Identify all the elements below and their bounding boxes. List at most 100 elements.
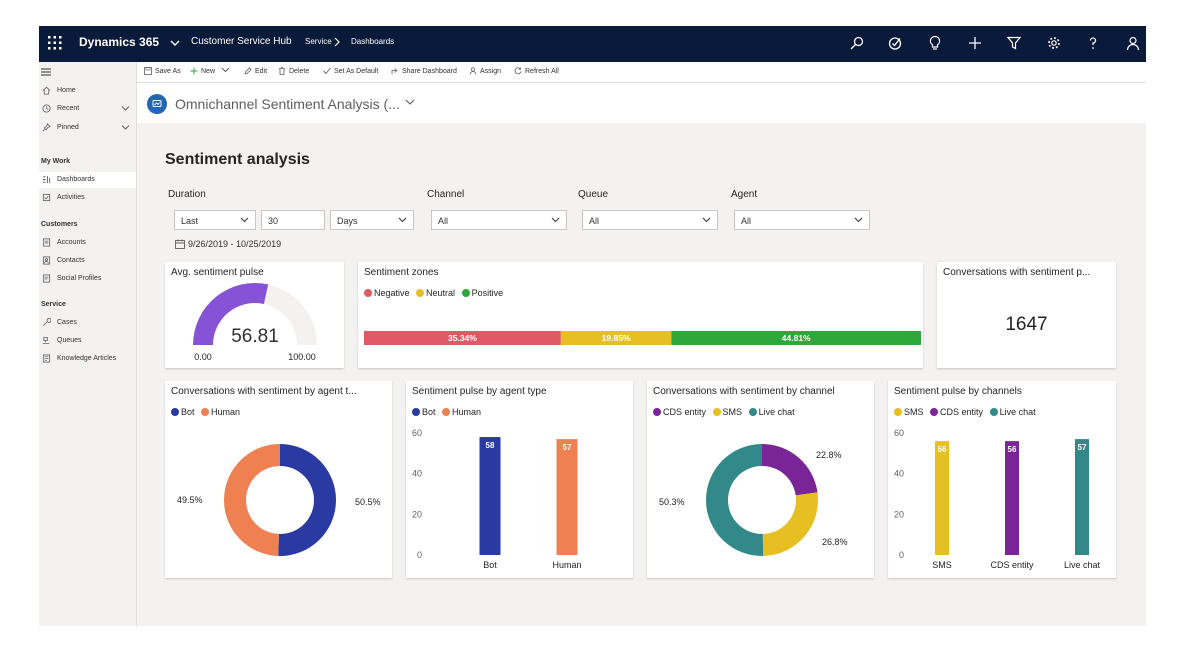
bar-segment-neutral[interactable] — [560, 331, 672, 345]
gear-icon[interactable] — [1046, 35, 1062, 51]
breadcrumb-dashboards[interactable]: Dashboards — [351, 37, 395, 46]
task-flow-icon[interactable] — [887, 35, 903, 51]
sitemap-item-recent[interactable]: Recent — [39, 101, 136, 117]
donut-chart: 22.8% 26.8% 50.3% — [659, 444, 848, 556]
bar-segment-positive[interactable] — [671, 331, 921, 345]
legend-item-positive: Positive — [461, 288, 504, 298]
pulse-by-agent-type-card[interactable]: Sentiment pulse by agent type Bot Human … — [406, 381, 633, 578]
chevron-down-icon[interactable] — [121, 105, 130, 112]
app-launcher-icon[interactable] — [47, 35, 63, 51]
bar-human[interactable] — [556, 439, 578, 555]
edit-button[interactable]: Edit — [244, 67, 267, 75]
app-switcher-chevron-icon[interactable] — [169, 37, 181, 49]
x-tick-label: SMS — [932, 560, 952, 570]
plus-icon[interactable] — [967, 35, 983, 51]
save-as-label: Save As — [155, 68, 181, 75]
duration-value-input[interactable]: 30 — [261, 210, 325, 230]
stacked-bar-segments: 35.34% 19.85% 44.81% — [364, 331, 921, 345]
data-label-sms: 56 — [938, 445, 947, 454]
refresh-all-button[interactable]: Refresh All — [514, 67, 559, 75]
sitemap-item-home[interactable]: Home — [39, 83, 136, 99]
legend-dot — [416, 289, 425, 297]
share-dashboard-label: Share Dashboard — [402, 68, 457, 75]
legend-label: Bot — [181, 407, 195, 417]
filter-icon[interactable] — [1006, 35, 1022, 51]
bar-sms[interactable] — [935, 441, 949, 555]
data-label-live-chat: 57 — [1078, 443, 1087, 452]
lightbulb-icon[interactable] — [927, 35, 943, 51]
assign-label: Assign — [480, 68, 502, 75]
donut-slice-cds-entity[interactable] — [762, 444, 818, 496]
search-icon[interactable] — [849, 35, 865, 51]
user-profile-icon[interactable] — [1125, 35, 1141, 51]
channel-dropdown[interactable]: All — [431, 210, 567, 230]
chevron-down-icon[interactable] — [221, 67, 230, 73]
stacked-bar-chart: 35.34% 19.85% 44.81% — [364, 331, 921, 345]
duration-label: Duration — [168, 189, 206, 200]
duration-unit-dropdown[interactable]: Days — [330, 210, 414, 230]
conversations-by-channel-card[interactable]: Conversations with sentiment by channel … — [647, 381, 874, 578]
sitemap-item-label: Pinned — [57, 124, 79, 131]
avg-sentiment-pulse-card[interactable]: Avg. sentiment pulse 56.81 0.00 100.00 — [165, 262, 344, 368]
donut-slice-sms[interactable] — [762, 492, 818, 556]
legend-label: Human — [211, 407, 241, 417]
product-name[interactable]: Dynamics 365 — [79, 35, 160, 49]
queue-dropdown[interactable]: All — [582, 210, 718, 230]
legend-label: Human — [452, 407, 482, 417]
sitemap-item-label: Accounts — [57, 239, 86, 246]
legend-item-cds-entity: CDS entity — [930, 407, 983, 417]
delete-button[interactable]: Delete — [278, 67, 309, 75]
chevron-down-icon — [551, 217, 560, 223]
legend-label: Positive — [471, 288, 504, 298]
sitemap-item-label: Dashboards — [57, 176, 95, 183]
sitemap-item-contacts[interactable]: Contacts — [39, 253, 136, 269]
hamburger-menu-icon[interactable] — [41, 68, 51, 76]
bar-live-chat[interactable] — [1075, 439, 1089, 555]
new-button[interactable]: New — [190, 67, 233, 75]
sitemap-item-pinned[interactable]: Pinned — [39, 120, 136, 136]
sitemap-item-activities[interactable]: Activities — [39, 190, 136, 206]
legend-item-negative: Negative — [364, 288, 410, 298]
bar-cds-entity[interactable] — [1005, 441, 1019, 555]
legend-label: Neutral — [426, 288, 456, 298]
share-dashboard-button[interactable]: Share Dashboard — [391, 67, 457, 75]
sitemap-item-queues[interactable]: Queues — [39, 333, 136, 349]
app-name[interactable]: Customer Service Hub — [191, 36, 292, 47]
y-tick-label: 20 — [894, 509, 904, 519]
sitemap-item-dashboards[interactable]: Dashboards — [39, 172, 136, 188]
sitemap-item-accounts[interactable]: Accounts — [39, 235, 136, 251]
bar-segment-negative[interactable] — [364, 331, 561, 345]
chevron-down-icon[interactable] — [121, 124, 130, 131]
donut-slice-bot[interactable] — [278, 444, 336, 556]
legend-label: SMS — [722, 407, 743, 417]
donut-slice-live-chat[interactable] — [706, 444, 764, 556]
legend-dot — [748, 408, 757, 416]
gauge-fill — [193, 283, 269, 345]
breadcrumb-service[interactable]: Service — [305, 37, 332, 46]
help-icon[interactable] — [1085, 35, 1101, 51]
top-navigation-bar: Dynamics 365 Customer Service Hub Servic… — [39, 26, 1146, 62]
legend-label: CDS entity — [663, 407, 707, 417]
assign-button[interactable]: Assign — [469, 67, 501, 75]
sitemap-item-knowledge-articles[interactable]: Knowledge Articles — [39, 351, 136, 367]
conversations-by-agent-type-card[interactable]: Conversations with sentiment by agent t.… — [165, 381, 392, 578]
legend-item-live-chat: Live chat — [748, 407, 795, 417]
conversations-count-card[interactable]: Conversations with sentiment p... 1647 — [937, 262, 1116, 368]
legend-item-neutral: Neutral — [416, 288, 455, 298]
sitemap-item-cases[interactable]: Cases — [39, 315, 136, 331]
sentiment-zones-card[interactable]: Sentiment zones Negative Neutral Positiv… — [358, 262, 923, 368]
pulse-by-channels-card[interactable]: Sentiment pulse by channels SMS CDS enti… — [888, 381, 1116, 578]
dashboard-selector-chevron-icon[interactable] — [405, 98, 415, 106]
set-as-default-button[interactable]: Set As Default — [323, 67, 378, 75]
donut-slice-human[interactable] — [223, 444, 280, 556]
chart-legend: Bot Human — [171, 407, 244, 417]
bar-bot[interactable] — [479, 437, 501, 555]
gauge-min-label: 0.00 — [194, 352, 212, 362]
duration-mode-dropdown[interactable]: Last — [174, 210, 256, 230]
sitemap-item-social-profiles[interactable]: Social Profiles — [39, 271, 136, 287]
data-label-human: 57 — [563, 443, 572, 452]
save-as-button[interactable]: Save As — [144, 67, 181, 75]
queue-value: All — [589, 216, 600, 226]
agent-dropdown[interactable]: All — [734, 210, 870, 230]
chevron-down-icon — [854, 217, 863, 223]
